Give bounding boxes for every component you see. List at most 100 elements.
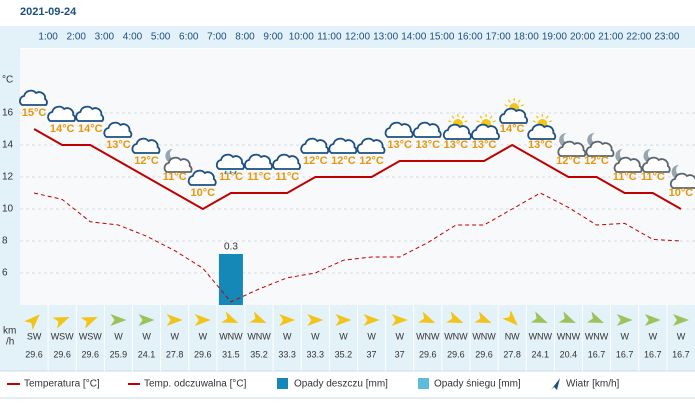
hour-label: 12:00: [345, 32, 370, 43]
weather-icon: [557, 132, 587, 157]
wind-arrow: [446, 311, 464, 324]
cloud: [585, 140, 615, 157]
wind-speed: 29.6: [25, 349, 43, 359]
cloud: [187, 169, 217, 186]
temperature-line: [33, 128, 682, 211]
wind-speed: 29.6: [447, 349, 465, 359]
wind-speed: 31.5: [222, 349, 240, 359]
temperature-label: 14°C: [500, 123, 525, 135]
hour-label: 15:00: [429, 32, 454, 43]
wind-speed: 24.1: [532, 349, 550, 359]
wind-speed: 37: [395, 349, 405, 359]
wind-direction: W: [311, 331, 320, 341]
hour-label: 2:00: [67, 32, 87, 43]
hour-label: 19:00: [542, 32, 567, 43]
cloud: [412, 121, 442, 138]
cloud: [131, 137, 161, 154]
wind-speed: 27.8: [503, 349, 521, 359]
wind-speed: 35.2: [250, 349, 268, 359]
weather-icon: [19, 89, 48, 106]
date: 2021-09-24: [20, 6, 77, 18]
wind-direction: SW: [27, 331, 42, 341]
legend-label: Temperatura [°C]: [24, 379, 100, 390]
wind-arrow: [530, 311, 548, 324]
wind-arrow: [221, 311, 239, 324]
hour-label: 17:00: [486, 32, 511, 43]
wind-speed: 16.7: [672, 349, 690, 359]
sun-ray: [448, 120, 452, 123]
temperature-label: 11°C: [613, 171, 637, 183]
wind-speed: 33.3: [278, 349, 296, 359]
y-tick-label: 8: [2, 236, 8, 247]
wind-direction: WNW: [529, 331, 553, 341]
rain-drop: [229, 170, 232, 175]
wind-arrow: [279, 314, 296, 326]
cloud: [499, 107, 529, 124]
cloud: [47, 105, 77, 122]
wind-speed: 29.6: [419, 349, 437, 359]
legend-swatch: [551, 378, 560, 390]
wind-speed: 25.9: [110, 349, 128, 359]
legend-swatch: [418, 378, 429, 389]
cloud: [163, 156, 193, 173]
wind-direction: W: [367, 331, 376, 341]
sun-ray: [535, 115, 539, 119]
weather-icon: [215, 153, 245, 175]
weather-icon: [75, 105, 105, 122]
rain-bar: [218, 254, 243, 305]
wind-direction: W: [114, 331, 123, 341]
moon: [671, 164, 685, 179]
cloud: [641, 156, 671, 173]
y-tick-label: 6: [2, 268, 8, 279]
hour-label: 5:00: [151, 32, 171, 43]
moon: [559, 132, 573, 147]
weather-icon: [442, 114, 472, 140]
left-strip: [0, 26, 20, 371]
sun-ray: [520, 104, 524, 107]
hour-label: 4:00: [123, 32, 143, 43]
temperature-label: 13°C: [106, 139, 131, 151]
feels-like-line: [33, 192, 681, 303]
wind-direction: WNW: [444, 331, 468, 341]
y-tick-label: 12: [2, 172, 14, 183]
wind-arrow: [586, 311, 604, 324]
wind-arrow: [558, 311, 576, 324]
wind-arrow: [110, 314, 127, 326]
wind-unit: /h: [6, 337, 14, 348]
sun-ray: [451, 115, 455, 119]
weather-icon: [328, 137, 358, 154]
wind-direction: W: [283, 331, 292, 341]
hour-label: 6:00: [179, 32, 199, 43]
y-tick-label: 10: [2, 204, 14, 215]
wind-direction: W: [142, 331, 151, 341]
sun-ray: [517, 99, 521, 103]
hour-label: 20:00: [570, 32, 595, 43]
hour-label: 14:00: [401, 32, 426, 43]
temperature-label: 13°C: [528, 139, 553, 151]
sun-ray: [548, 120, 553, 123]
sun-ray: [504, 104, 508, 107]
wind-speed: 29.6: [194, 349, 212, 359]
wind-direction: W: [199, 331, 208, 341]
legend-label: Wiatr [km/h]: [566, 379, 620, 390]
temperature-label: 11°C: [219, 171, 243, 183]
weather-icon: [163, 148, 193, 173]
cloud: [557, 140, 587, 157]
wind-direction: WNW: [557, 331, 581, 341]
wind-speed: 24.1: [138, 349, 156, 359]
temperature-label: 13°C: [444, 139, 469, 151]
temperature-label: 15°C: [22, 107, 47, 119]
wind-direction: W: [649, 331, 658, 341]
weather-icon: [300, 137, 330, 154]
wind-speed: 29.6: [53, 349, 71, 359]
wind-arrow: [249, 311, 267, 324]
temperature-label: 12°C: [556, 155, 581, 167]
y-tick-label: 16: [2, 108, 14, 119]
wind-direction: W: [395, 331, 404, 341]
wind-direction: WNW: [247, 331, 271, 341]
cloud: [75, 105, 105, 122]
wind-direction: WSW: [79, 331, 102, 341]
weather-icon: [585, 132, 615, 157]
temperature-label: 12°C: [584, 155, 609, 167]
weather-icon: [103, 121, 133, 138]
